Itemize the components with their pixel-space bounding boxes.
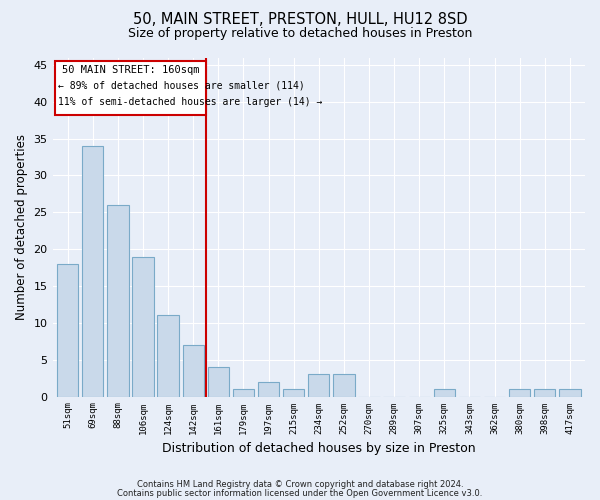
Bar <box>157 316 179 396</box>
Bar <box>434 389 455 396</box>
Bar <box>107 205 128 396</box>
Bar <box>333 374 355 396</box>
Bar <box>182 345 204 397</box>
Y-axis label: Number of detached properties: Number of detached properties <box>15 134 28 320</box>
FancyBboxPatch shape <box>55 61 206 115</box>
Text: Size of property relative to detached houses in Preston: Size of property relative to detached ho… <box>128 28 472 40</box>
Bar <box>534 389 556 396</box>
Bar <box>132 256 154 396</box>
X-axis label: Distribution of detached houses by size in Preston: Distribution of detached houses by size … <box>162 442 476 455</box>
Bar <box>208 367 229 396</box>
Bar <box>559 389 581 396</box>
Bar <box>57 264 78 396</box>
Text: Contains HM Land Registry data © Crown copyright and database right 2024.: Contains HM Land Registry data © Crown c… <box>137 480 463 489</box>
Bar <box>233 389 254 396</box>
Bar <box>283 389 304 396</box>
Text: 50, MAIN STREET, PRESTON, HULL, HU12 8SD: 50, MAIN STREET, PRESTON, HULL, HU12 8SD <box>133 12 467 28</box>
Text: 50 MAIN STREET: 160sqm: 50 MAIN STREET: 160sqm <box>62 65 199 75</box>
Text: Contains public sector information licensed under the Open Government Licence v3: Contains public sector information licen… <box>118 490 482 498</box>
Bar <box>509 389 530 396</box>
Text: 11% of semi-detached houses are larger (14) →: 11% of semi-detached houses are larger (… <box>58 96 322 106</box>
Bar <box>82 146 103 397</box>
Bar <box>258 382 279 396</box>
Bar <box>308 374 329 396</box>
Text: ← 89% of detached houses are smaller (114): ← 89% of detached houses are smaller (11… <box>58 80 304 90</box>
